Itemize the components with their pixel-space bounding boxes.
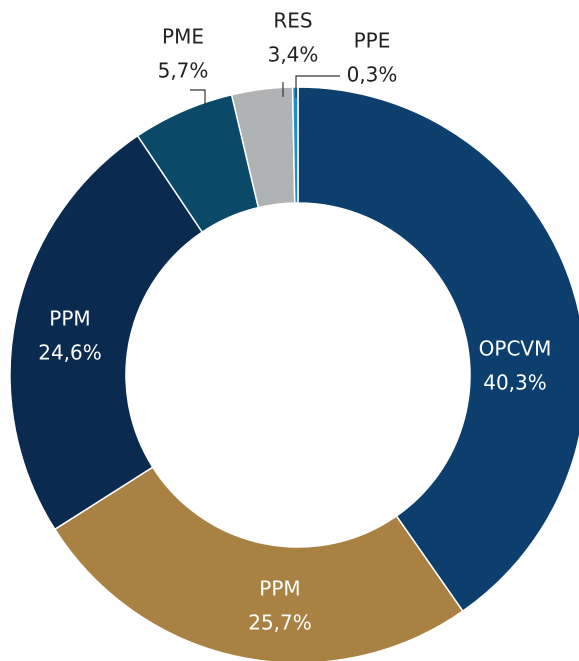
slice-label: PPM [259, 577, 300, 601]
slice-value-label: 25,7% [248, 611, 312, 635]
leader-line [190, 89, 206, 104]
donut-slice [9, 134, 204, 531]
slice-label: RES [273, 9, 312, 33]
slice-value-label: 40,3% [483, 371, 547, 395]
slice-value-label: 5,7% [158, 59, 209, 83]
slice-label: OPCVM [479, 337, 552, 361]
slice-value-label: 24,6% [38, 341, 102, 365]
leader-line [295, 75, 340, 98]
slice-label: PPM [49, 307, 90, 331]
slice-label: PME [162, 25, 204, 49]
slice-value-label: 0,3% [347, 63, 398, 87]
slice-value-label: 3,4% [268, 43, 319, 67]
donut-slice [291, 86, 299, 204]
donut-slice [297, 86, 579, 613]
slice-label: PPE [354, 29, 391, 53]
